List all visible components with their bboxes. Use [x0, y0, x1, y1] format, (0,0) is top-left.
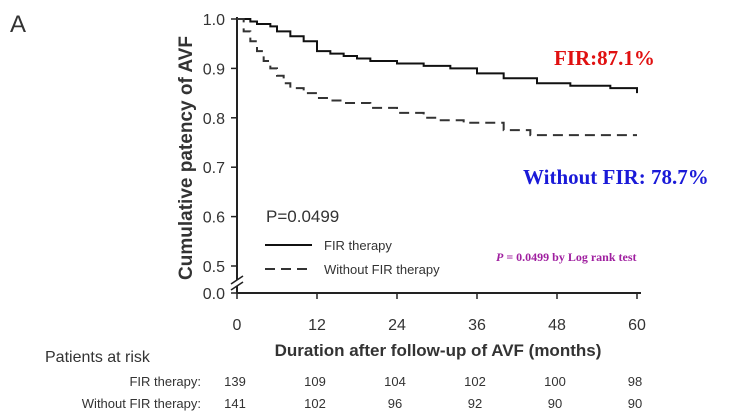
risk-value: 98: [628, 374, 642, 389]
y-tick-label: 0.9: [203, 61, 225, 78]
axis-break-mark-top: [230, 275, 244, 285]
log-rank-text: = 0.0499 by Log rank test: [503, 250, 636, 264]
series-layer: [237, 18, 638, 137]
axis-break-mark-bottom: [230, 281, 244, 291]
y-tick-label: 0.5: [203, 259, 225, 276]
p-value-text: P=0.0499: [266, 207, 339, 226]
y-tick-label: 0.0: [203, 286, 225, 303]
x-tick-label: 24: [388, 317, 406, 334]
risk-table-title: Patients at risk: [45, 349, 151, 366]
risk-value: 141: [224, 396, 246, 411]
x-tick-label: 60: [628, 317, 646, 334]
risk-values: 139 109 104 102 100 98 141 102 96 92 90 90: [224, 374, 642, 411]
risk-row-label-without-fir: Without FIR therapy:: [82, 396, 201, 411]
fir-rate-annotation: FIR:87.1%: [554, 46, 655, 70]
y-tick-label: 0.7: [203, 160, 225, 177]
risk-value: 90: [628, 396, 642, 411]
risk-value: 90: [548, 396, 562, 411]
x-ticks: 0 12 24 36 48 60: [233, 293, 646, 334]
series-fir-therapy: [237, 18, 638, 94]
log-rank-annotation: P = 0.0499 by Log rank test: [496, 250, 637, 264]
y-tick-label: 1.0: [203, 12, 225, 29]
x-tick-label: 12: [308, 317, 326, 334]
y-ticks: 1.0 0.9 0.8 0.7 0.6 0.5 0.0: [203, 12, 237, 303]
without-fir-rate-annotation: Without FIR: 78.7%: [523, 165, 709, 189]
legend: FIR therapy Without FIR therapy: [265, 238, 440, 277]
risk-value: 100: [544, 374, 566, 389]
x-tick-label: 48: [548, 317, 566, 334]
y-tick-label: 0.8: [203, 111, 225, 128]
axes: [230, 17, 641, 294]
log-rank-p-letter: P: [496, 250, 504, 264]
risk-row-label-fir: FIR therapy:: [129, 374, 201, 389]
risk-value: 102: [304, 396, 326, 411]
legend-label-without-fir: Without FIR therapy: [324, 262, 440, 277]
y-tick-label: 0.6: [203, 210, 225, 227]
risk-value: 109: [304, 374, 326, 389]
x-tick-label: 36: [468, 317, 486, 334]
x-tick-label: 0: [233, 317, 242, 334]
risk-value: 102: [464, 374, 486, 389]
risk-value: 104: [384, 374, 406, 389]
x-axis-title: Duration after follow-up of AVF (months): [275, 341, 602, 360]
risk-value: 96: [388, 396, 402, 411]
series-without-fir-therapy: [237, 18, 637, 137]
panel-label: A: [10, 11, 26, 38]
y-axis-title: Cumulative patency of AVF: [176, 36, 197, 280]
legend-label-fir: FIR therapy: [324, 238, 392, 253]
risk-table: Patients at risk FIR therapy: Without FI…: [45, 349, 642, 411]
risk-value: 139: [224, 374, 246, 389]
risk-value: 92: [468, 396, 482, 411]
